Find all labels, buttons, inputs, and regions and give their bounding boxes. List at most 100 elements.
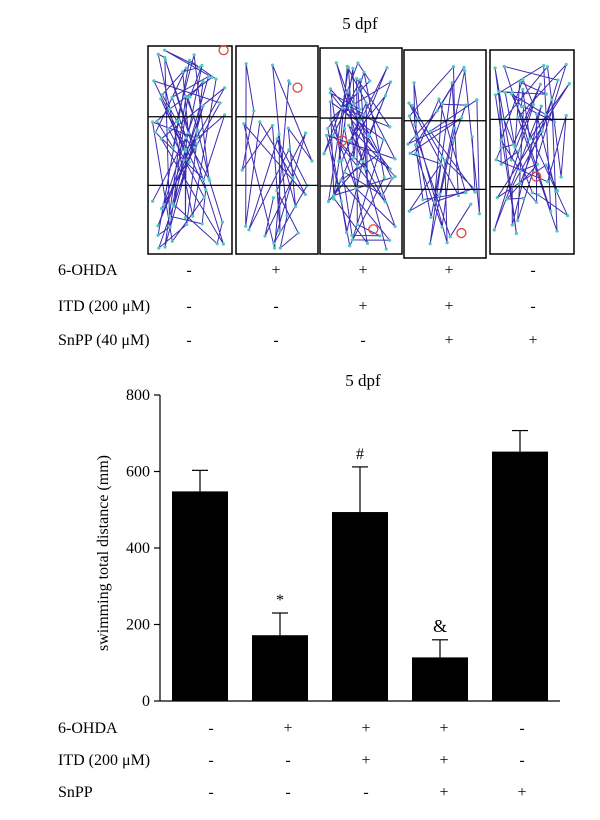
swim-dot	[275, 137, 279, 141]
bottom-row-label-6ohda: 6-OHDA	[58, 720, 118, 737]
swim-dot	[346, 65, 351, 70]
swim-dot	[223, 86, 227, 90]
bottom-cell: +	[439, 784, 449, 801]
swim-dot	[408, 151, 412, 155]
swim-dot	[310, 159, 314, 163]
swim-dot	[443, 158, 447, 163]
swim-dot	[346, 90, 350, 94]
swim-dot	[539, 104, 543, 108]
swim-dot	[435, 109, 440, 113]
swim-dot	[156, 224, 160, 228]
arena-border	[403, 49, 487, 259]
swim-dot	[368, 79, 372, 83]
swim-dot	[200, 222, 204, 226]
swim-dot	[382, 175, 386, 180]
swim-dot	[258, 120, 262, 124]
swim-dot	[159, 97, 163, 101]
swim-dot	[556, 78, 560, 82]
swim-dot	[492, 228, 496, 232]
bar	[492, 451, 548, 701]
swim-dot	[495, 196, 499, 200]
bar	[412, 657, 468, 701]
swim-dot	[240, 168, 244, 172]
swim-dot	[332, 196, 336, 200]
swim-dot	[186, 131, 190, 135]
bar	[252, 635, 308, 701]
swim-dot	[206, 74, 211, 78]
swim-dot	[332, 193, 336, 197]
swim-dot	[361, 159, 365, 163]
swim-dot	[412, 81, 416, 85]
top-row-label-6ohda: 6-OHDA	[58, 262, 118, 279]
top-cell: +	[358, 262, 368, 279]
swim-dot	[355, 76, 359, 81]
swim-dot	[502, 64, 506, 68]
swim-dot	[244, 224, 248, 228]
trajectory-panels	[147, 45, 575, 259]
swim-dot	[150, 120, 155, 124]
swim-dot	[328, 91, 332, 95]
swim-dot	[252, 109, 256, 113]
swim-dot	[326, 199, 331, 204]
swim-dot	[278, 229, 282, 233]
swim-dot	[181, 70, 185, 74]
swim-dot	[162, 202, 166, 207]
bottom-cell: -	[285, 752, 291, 769]
swim-dot	[194, 136, 199, 140]
swim-dot	[183, 216, 187, 220]
position-marker	[292, 82, 303, 93]
swim-dot	[440, 225, 444, 229]
swim-dot	[325, 133, 329, 137]
top-cell: -	[530, 298, 536, 315]
swim-dot	[544, 163, 548, 167]
swim-dot	[221, 242, 225, 246]
swim-dot	[450, 81, 454, 85]
swim-dot	[339, 178, 343, 182]
swim-dot	[159, 137, 163, 141]
swim-dot	[171, 146, 175, 150]
swim-dot	[530, 191, 534, 195]
swim-dot	[432, 200, 437, 204]
swim-dot	[200, 63, 204, 67]
trajectory-panel	[147, 45, 233, 255]
y-axis-label: swimming total distance (mm)	[95, 455, 112, 651]
swim-dot	[477, 212, 482, 216]
swim-dot	[464, 103, 468, 107]
swim-dot	[352, 102, 356, 106]
swim-dot	[365, 241, 370, 245]
top-panel-title: 5 dpf	[342, 14, 378, 33]
swim-dot	[505, 197, 509, 201]
swim-dot	[393, 224, 397, 229]
swim-dot	[464, 191, 468, 195]
position-marker	[368, 224, 379, 235]
swim-dot	[499, 162, 503, 166]
swim-dot	[186, 95, 190, 99]
swim-dot	[567, 82, 571, 86]
swim-dot	[518, 181, 522, 186]
position-marker	[531, 171, 542, 182]
y-tick-label: 400	[126, 540, 150, 557]
swim-dot	[347, 123, 351, 127]
swim-dot	[518, 169, 522, 173]
swim-dot	[163, 245, 167, 249]
swim-dot	[538, 82, 543, 86]
swim-dot	[514, 231, 518, 236]
swim-dot	[215, 242, 219, 246]
swim-dot	[362, 113, 366, 117]
swim-dot	[151, 199, 155, 203]
swim-dot	[378, 234, 382, 238]
top-cell: -	[186, 332, 192, 349]
top-row-label-itd: ITD (200 μM)	[58, 298, 151, 315]
swim-dot	[287, 148, 291, 152]
swim-dot	[334, 61, 338, 65]
top-cell: -	[530, 262, 536, 279]
swim-dot	[406, 142, 410, 146]
swim-dot	[534, 200, 539, 204]
swim-dot	[546, 180, 550, 184]
swim-dot	[407, 209, 411, 213]
swim-dot	[184, 66, 188, 70]
swim-dot	[185, 222, 189, 227]
swim-dot	[440, 155, 444, 159]
swim-dot	[183, 147, 187, 151]
trajectory-panel	[235, 45, 319, 255]
